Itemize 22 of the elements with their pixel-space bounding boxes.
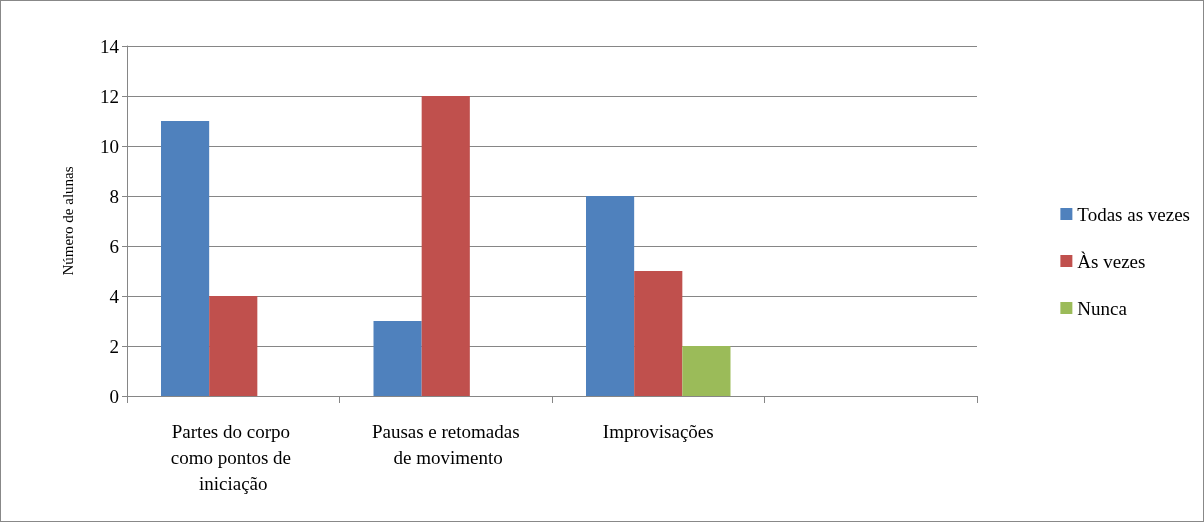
y-tick-label: 12 <box>100 85 119 107</box>
y-tick-label: 14 <box>100 35 120 57</box>
bar <box>209 296 258 396</box>
legend-label: Às vezes <box>1077 250 1146 272</box>
y-tick-label: 2 <box>109 335 119 357</box>
bar <box>586 196 635 396</box>
y-axis-title: Número de alunas <box>59 166 76 276</box>
bar <box>421 96 470 396</box>
legend-label: Todas as vezes <box>1077 203 1191 225</box>
x-tick-label: Pausas e retomadas de movimento <box>371 420 520 468</box>
bar <box>634 271 683 396</box>
bar <box>373 321 422 396</box>
y-tick-label: 10 <box>100 135 119 157</box>
x-tick-label: Improvisações <box>602 420 714 442</box>
y-tick-label: 6 <box>109 235 119 257</box>
y-tick-label: 8 <box>109 185 119 207</box>
legend-label: Nunca <box>1077 297 1128 319</box>
bar <box>682 346 731 396</box>
y-tick-label: 0 <box>109 385 119 407</box>
y-tick-label: 4 <box>109 285 120 307</box>
bar <box>161 121 210 396</box>
x-tick-label: Partes do corpo como pontos de iniciação <box>170 420 296 494</box>
